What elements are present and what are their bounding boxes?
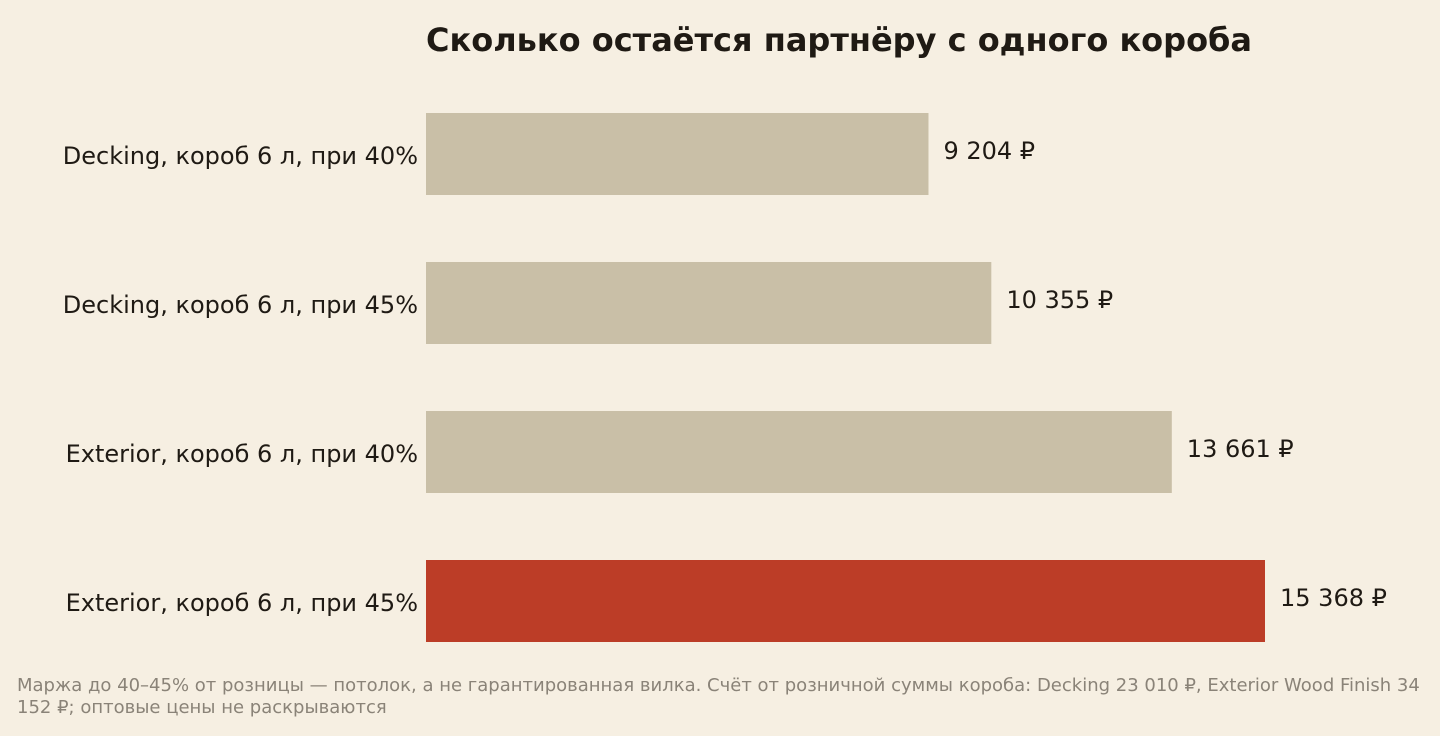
value-label-4: 15 368 ₽ <box>1280 584 1387 612</box>
bar-4 <box>426 560 1265 642</box>
chart-footnote: Маржа до 40–45% от розницы — потолок, а … <box>17 675 1420 718</box>
bar-chart: Сколько остаётся партнёру с одного короб… <box>63 21 1387 642</box>
value-labels: 9 204 ₽ 10 355 ₽ 13 661 ₽ 15 368 ₽ <box>943 137 1386 612</box>
category-label-1: Decking, короб 6 л, при 40% <box>63 142 418 170</box>
category-label-4: Exterior, короб 6 л, при 45% <box>66 589 418 617</box>
bar-1 <box>426 113 929 195</box>
category-labels: Decking, короб 6 л, при 40% Decking, коро… <box>63 142 418 617</box>
value-label-1: 9 204 ₽ <box>943 137 1035 165</box>
bar-2 <box>426 262 992 344</box>
bars-layer <box>426 113 1265 642</box>
value-label-2: 10 355 ₽ <box>1006 286 1113 314</box>
value-label-3: 13 661 ₽ <box>1187 435 1294 463</box>
bar-3 <box>426 411 1172 493</box>
chart-title: Сколько остаётся партнёру с одного короб… <box>426 21 1252 59</box>
category-label-3: Exterior, короб 6 л, при 40% <box>66 440 418 468</box>
category-label-2: Decking, короб 6 л, при 45% <box>63 291 418 319</box>
